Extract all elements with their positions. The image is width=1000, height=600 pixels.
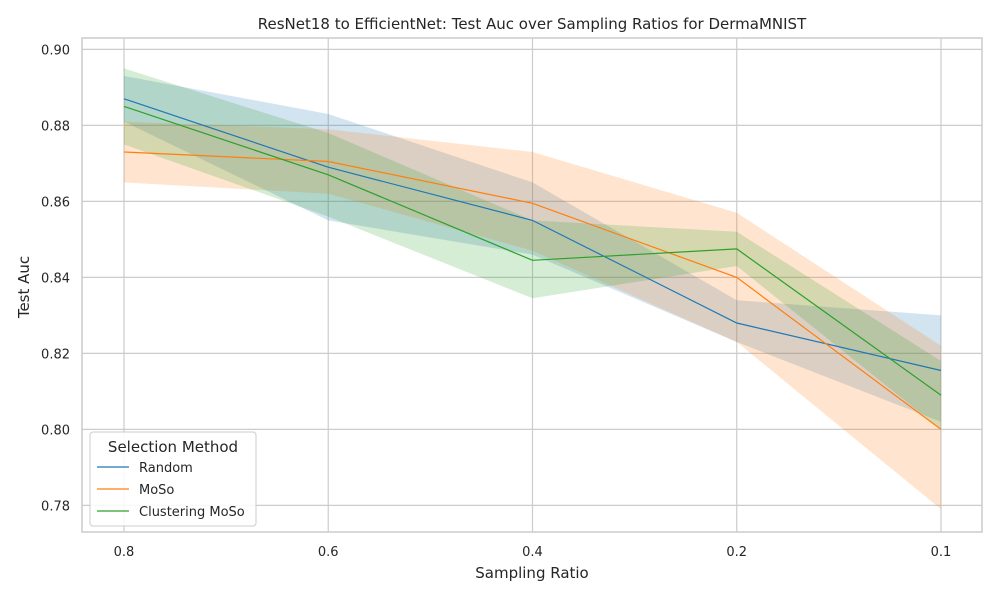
grid (82, 38, 982, 532)
legend-item-label: Clustering MoSo (139, 505, 245, 520)
y-tick-label: 0.82 (41, 347, 70, 362)
legend-box (89, 431, 257, 527)
y-tick-label: 0.84 (41, 271, 70, 286)
y-tick-label: 0.80 (41, 423, 70, 438)
x-axis-label: Sampling Ratio (475, 564, 589, 582)
x-tick-label: 0.8 (114, 545, 135, 560)
y-tick-label: 0.88 (41, 119, 70, 134)
x-tick-label: 0.4 (522, 545, 543, 560)
chart-title: ResNet18 to EfficientNet: Test Auc over … (258, 15, 807, 33)
y-tick-labels: 0.78 0.80 0.82 0.84 0.86 0.88 0.90 (41, 43, 70, 514)
y-tick-label: 0.78 (41, 499, 70, 514)
x-tick-label: 0.6 (318, 545, 339, 560)
legend-item-label: Random (139, 461, 193, 476)
line-moso (123, 151, 942, 430)
legend-title: Selection Method (108, 438, 238, 456)
line-clustering-moso (123, 105, 942, 396)
line-random (123, 98, 942, 372)
y-tick-label: 0.86 (41, 195, 70, 210)
band-clustering-moso (124, 68, 941, 430)
y-tick-label: 0.90 (41, 43, 70, 58)
x-tick-labels: 0.8 0.6 0.4 0.2 0.1 (114, 545, 952, 560)
legend-item-label: MoSo (139, 483, 174, 498)
band-moso (124, 121, 941, 510)
x-tick-label: 0.2 (726, 545, 747, 560)
plot-frame (81, 37, 983, 533)
y-axis-label: Test Auc (15, 256, 33, 319)
x-tick-label: 0.1 (931, 545, 952, 560)
series-lines (123, 98, 942, 430)
confidence-bands (124, 68, 941, 510)
legend: Selection Method Random MoSo Clustering Mo… (89, 431, 257, 527)
band-random (124, 76, 941, 422)
